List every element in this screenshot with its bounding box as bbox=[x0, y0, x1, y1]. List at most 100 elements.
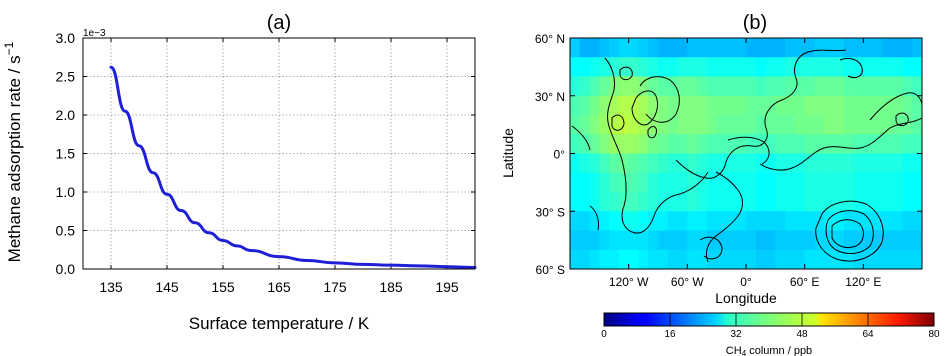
heatmap-cell bbox=[599, 115, 610, 135]
heatmap-cell bbox=[667, 153, 678, 174]
contour-line bbox=[815, 200, 884, 262]
heatmap-cell bbox=[882, 153, 894, 174]
heatmap-cell bbox=[677, 134, 688, 154]
heatmap-cell bbox=[648, 230, 659, 251]
x-tick-label: 135 bbox=[99, 279, 123, 295]
heatmap-cell bbox=[726, 249, 737, 270]
heatmap-cell bbox=[873, 95, 884, 116]
heatmap-cell bbox=[697, 134, 708, 154]
heatmap-cell bbox=[912, 57, 923, 77]
heatmap-cell bbox=[794, 192, 806, 212]
colorbar-tick-label: 64 bbox=[862, 329, 874, 340]
contour-line bbox=[604, 57, 709, 234]
heatmap-cell bbox=[912, 230, 923, 251]
heatmap-cell bbox=[912, 172, 923, 193]
heatmap-cell bbox=[716, 38, 727, 58]
colorbar bbox=[603, 312, 935, 327]
heatmap-cell bbox=[843, 134, 854, 154]
contour-line bbox=[831, 219, 864, 249]
heatmap-cell bbox=[775, 192, 786, 212]
heatmap-cell bbox=[618, 153, 630, 174]
heatmap-cell bbox=[892, 249, 903, 270]
heatmap-cell bbox=[785, 134, 796, 154]
panel-b-x-axis-label: Longitude bbox=[715, 290, 777, 306]
heatmap-cell bbox=[599, 95, 610, 116]
heatmap-cell bbox=[579, 76, 590, 97]
heatmap-cell bbox=[706, 172, 718, 193]
y-tick-label: 1.0 bbox=[56, 184, 76, 200]
heatmap-cell bbox=[716, 76, 727, 97]
heatmap-cell bbox=[863, 95, 874, 116]
heatmap-cell bbox=[834, 230, 845, 251]
colorbar-tick-label: 16 bbox=[664, 329, 676, 340]
heatmap-cell bbox=[882, 76, 894, 97]
heatmap-cell bbox=[658, 76, 669, 97]
heatmap-cell bbox=[628, 230, 639, 251]
heatmap-cell bbox=[794, 76, 806, 97]
heatmap-cell bbox=[794, 230, 806, 251]
heatmap-cell bbox=[824, 192, 835, 212]
heatmap-cell bbox=[804, 192, 815, 212]
heatmap-cell bbox=[589, 230, 600, 251]
heatmap-cell bbox=[579, 153, 590, 174]
x-tick-label: 155 bbox=[211, 279, 235, 295]
heatmap-cell bbox=[716, 230, 727, 251]
heatmap-cell bbox=[726, 134, 737, 154]
heatmap-cell bbox=[794, 57, 806, 77]
heatmap-cell bbox=[648, 134, 659, 154]
heatmap-cell bbox=[902, 95, 913, 116]
heatmap-cell bbox=[765, 192, 776, 212]
heatmap-cell bbox=[736, 115, 747, 135]
heatmap-cell bbox=[687, 76, 698, 97]
heatmap-cell bbox=[589, 172, 600, 193]
heatmap-cell bbox=[628, 95, 639, 116]
heatmap-cell bbox=[736, 153, 747, 174]
heatmap-cell bbox=[804, 249, 815, 270]
heatmap-cell bbox=[902, 134, 913, 154]
contour-line bbox=[825, 210, 874, 254]
heatmap-cell bbox=[804, 38, 815, 58]
heatmap-cell bbox=[697, 211, 708, 231]
heatmap-cell bbox=[863, 192, 874, 212]
heatmap-cell bbox=[618, 76, 630, 97]
heatmap-cell bbox=[628, 249, 639, 270]
heatmap-cell bbox=[775, 172, 786, 193]
heatmap-cell bbox=[902, 230, 913, 251]
panel-b-longitude-ticks: 120° W 60° W 0° 60° E 120° E bbox=[609, 38, 881, 289]
heatmap-cell bbox=[706, 153, 718, 174]
heatmap-cell bbox=[570, 192, 581, 212]
heatmap-cell bbox=[755, 115, 766, 135]
contour-line bbox=[619, 66, 633, 81]
contour-line bbox=[639, 76, 680, 123]
heatmap-cell bbox=[677, 153, 688, 174]
heatmap-cell bbox=[667, 192, 678, 212]
heatmap-cell bbox=[609, 249, 620, 270]
heatmap-cell bbox=[765, 95, 776, 116]
heatmap-cell bbox=[834, 172, 845, 193]
heatmap-cell bbox=[667, 95, 678, 116]
heatmap-cell bbox=[609, 172, 620, 193]
heatmap-cell bbox=[873, 249, 884, 270]
heatmap-cell bbox=[794, 95, 806, 116]
heatmap-cell bbox=[658, 211, 669, 231]
heatmap-cell bbox=[599, 76, 610, 97]
heatmap-cell bbox=[873, 192, 884, 212]
heatmap-cell bbox=[746, 230, 757, 251]
heatmap-cell bbox=[775, 76, 786, 97]
heatmap-cell bbox=[882, 57, 894, 77]
heatmap-cell bbox=[697, 153, 708, 174]
heatmap-cell bbox=[648, 76, 659, 97]
contour-line bbox=[895, 112, 909, 127]
heatmap-cell bbox=[804, 153, 815, 174]
heatmap-cell bbox=[902, 57, 913, 77]
heatmap-cell bbox=[902, 211, 913, 231]
heatmap-cell bbox=[638, 76, 649, 97]
heatmap-cell bbox=[599, 172, 610, 193]
heatmap-cell bbox=[775, 249, 786, 270]
heatmap-cell bbox=[570, 249, 581, 270]
heatmap-cell bbox=[824, 134, 835, 154]
heatmap-cell bbox=[638, 57, 649, 77]
heatmap-cell bbox=[912, 153, 923, 174]
heatmap-cell bbox=[853, 172, 864, 193]
heatmap-cell bbox=[873, 153, 884, 174]
